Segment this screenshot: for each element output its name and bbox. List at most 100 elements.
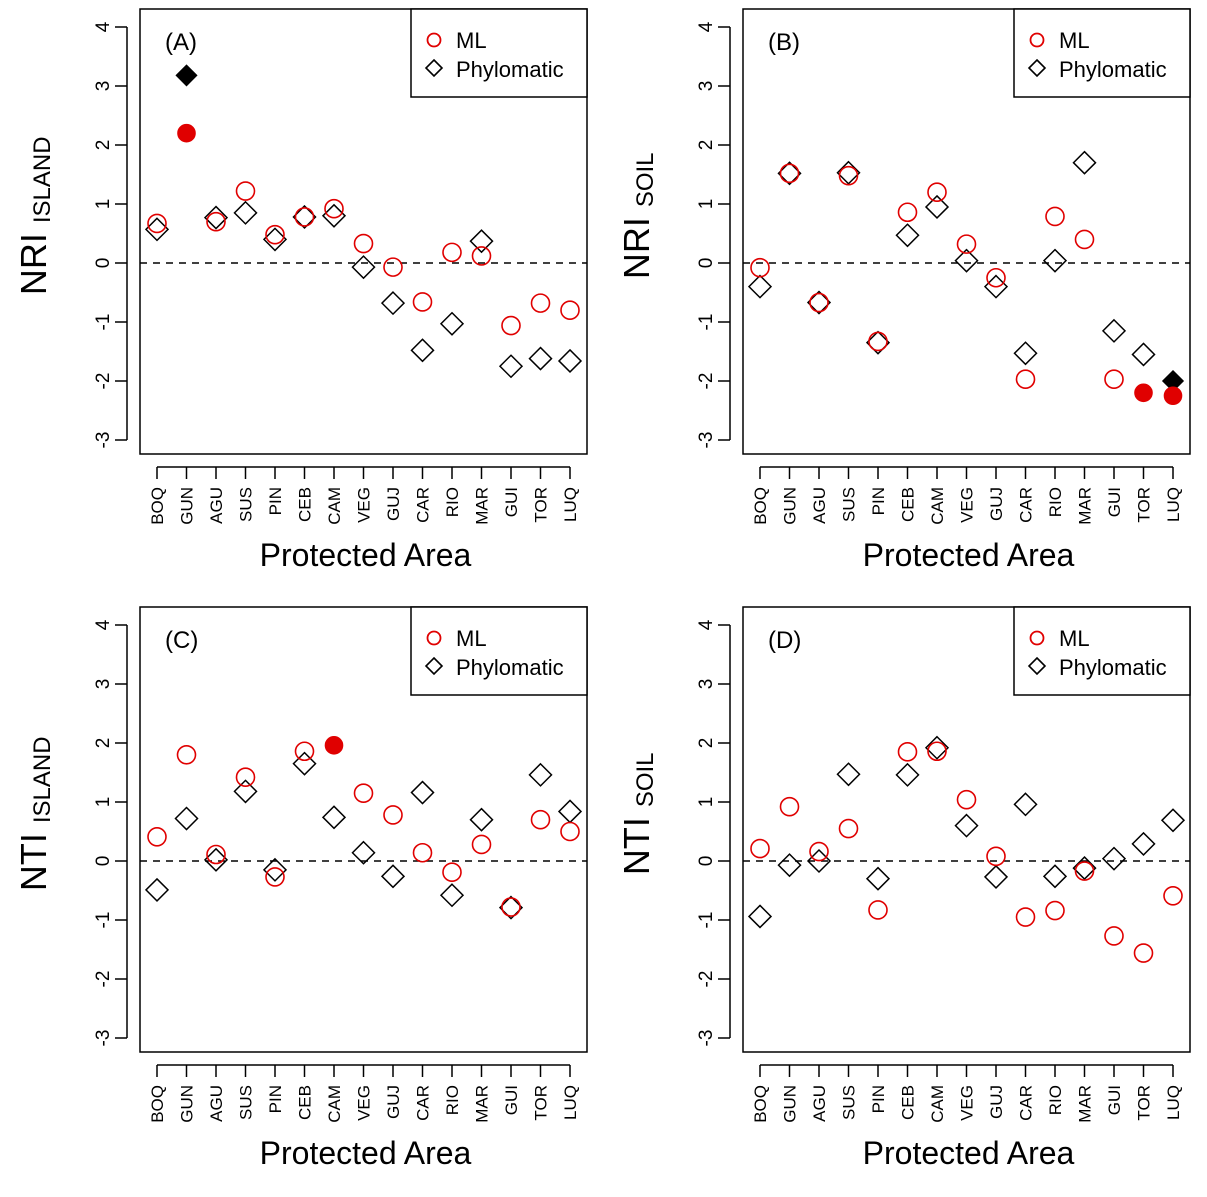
panel-d: -3 -2 -1 0 1 2 3 4 BOQ GUN AGU SUS PIN CEB CAM VEG GUJ CA… — [616, 606, 1191, 1171]
point-ml-rio — [1045, 900, 1065, 921]
y-tick-label: -2 — [93, 373, 114, 390]
point-ml-rio — [1045, 206, 1065, 227]
point-ml-guj — [986, 267, 1006, 288]
y-tick-label: 2 — [93, 140, 114, 151]
x-tick-label: BOQ — [751, 1085, 770, 1123]
y-tick-label: 1 — [696, 797, 717, 808]
legend-marker-ml — [1029, 32, 1045, 48]
legend-label-ml: ML — [1059, 28, 1090, 53]
y-tick-label: 4 — [93, 21, 114, 32]
point-phylomatic-tor — [1131, 342, 1156, 367]
x-tick-label: MAR — [1076, 487, 1095, 525]
point-phylomatic-rio — [1042, 864, 1068, 889]
point-phylomatic-gun — [777, 161, 802, 186]
legend-label-ml: ML — [1059, 626, 1090, 651]
point-phylomatic-gui — [1101, 846, 1127, 871]
point-phylomatic-boq — [747, 904, 773, 929]
point-ml-veg — [956, 234, 977, 254]
legend-marker-phylomatic — [424, 656, 444, 676]
x-tick-label: GUN — [781, 1085, 800, 1123]
plot-frame — [139, 606, 588, 1053]
point-ml-car — [1015, 369, 1036, 390]
point-phylomatic-cam — [924, 194, 950, 220]
point-ml-boq — [750, 838, 770, 859]
point-ml-sus — [838, 165, 859, 186]
legend-marker-phylomatic — [424, 58, 444, 78]
x-axis-title: Protected Area — [863, 1135, 1075, 1171]
x-axis-title: Protected Area — [863, 537, 1075, 573]
point-ml-gun — [176, 745, 197, 765]
y-tick-label: 3 — [696, 81, 717, 92]
y-tick-label: 1 — [696, 199, 717, 210]
point-ml-pin — [265, 224, 285, 245]
x-tick-label: CEB — [899, 487, 918, 522]
point-ml-boq — [750, 257, 770, 278]
point-phylomatic-veg — [954, 813, 979, 838]
point-phylomatic-gui — [498, 895, 524, 920]
point-phylomatic-luq — [557, 799, 583, 824]
x-tick-label: CAM — [325, 1085, 344, 1123]
y-axis-title-sub: SOIL — [632, 752, 659, 807]
x-tick-label: CAM — [928, 487, 947, 525]
point-ml-ceb — [897, 202, 918, 223]
point-phylomatic-mar — [1072, 856, 1097, 881]
y-axis-title-main: NTI — [616, 807, 657, 875]
point-ml-gun — [779, 163, 800, 184]
legend-marker-ml — [1029, 630, 1045, 646]
legend-label-phylomatic: Phylomatic — [456, 57, 564, 82]
x-tick-label: SUS — [237, 487, 256, 522]
panel-a: -3 -2 -1 0 1 2 3 4 BOQ GUN AGU SUS PIN CEB CAM VEG GUJ CA… — [13, 8, 588, 573]
legend-marker-phylomatic — [1027, 58, 1047, 78]
x-tick-label: MAR — [1076, 1085, 1095, 1123]
legend-box — [1013, 8, 1191, 98]
point-ml-ceb — [294, 207, 315, 227]
y-axis-title-main: NTI — [13, 823, 54, 891]
point-phylomatic-cam — [321, 805, 347, 830]
x-tick-label: VEG — [355, 1085, 374, 1121]
point-ml-mar — [471, 246, 492, 266]
point-ml-veg — [956, 789, 977, 810]
point-phylomatic-car — [410, 780, 435, 805]
point-ml-boq — [147, 213, 167, 234]
y-tick-label: 4 — [696, 619, 717, 630]
y-axis-title-sub: SOIL — [632, 152, 659, 207]
point-ml-gui — [1104, 926, 1124, 946]
point-phylomatic-gui — [498, 354, 524, 379]
point-ml-gui — [501, 315, 521, 336]
x-tick-label: SUS — [840, 487, 859, 522]
point-phylomatic-veg — [954, 248, 979, 273]
y-tick-label: 2 — [93, 738, 114, 749]
x-tick-label: RIO — [1046, 487, 1065, 517]
point-ml-agu — [206, 844, 226, 865]
point-phylomatic-boq — [747, 274, 773, 299]
legend-marker-phylomatic — [1027, 656, 1047, 676]
point-phylomatic-car — [410, 338, 435, 363]
x-tick-label: CEB — [296, 1085, 315, 1120]
x-tick-label: GUI — [1105, 487, 1124, 517]
panel-c: -3 -2 -1 0 1 2 3 4 BOQ GUN AGU SUS PIN CEB CAM VEG GUJ CA… — [13, 606, 588, 1171]
plot-frame — [139, 8, 588, 455]
x-tick-label: PIN — [266, 1085, 285, 1113]
legend-label-phylomatic: Phylomatic — [1059, 655, 1167, 680]
point-phylomatic-car — [1013, 341, 1038, 366]
point-ml-sus — [235, 767, 256, 788]
x-tick-label: AGU — [207, 1085, 226, 1122]
point-ml-car — [412, 842, 433, 863]
point-phylomatic-car — [1013, 792, 1038, 817]
x-tick-label: GUJ — [384, 1085, 403, 1119]
y-axis-title-sub: ISLAND — [29, 736, 56, 823]
x-tick-label: CAR — [1017, 487, 1036, 523]
point-phylomatic-guj — [983, 864, 1009, 889]
y-tick-label: 3 — [93, 679, 114, 690]
y-tick-label: -3 — [93, 432, 114, 449]
y-tick-label: 0 — [696, 856, 717, 867]
y-tick-label: 3 — [93, 81, 114, 92]
point-ml-rio — [442, 242, 462, 263]
point-phylomatic-cam — [924, 735, 950, 760]
point-phylomatic-cam — [321, 203, 347, 228]
x-tick-label: GUJ — [384, 487, 403, 521]
x-tick-label: CAR — [414, 487, 433, 523]
y-tick-label: 1 — [93, 797, 114, 808]
point-phylomatic-gun — [777, 853, 802, 878]
y-axis-title: NTI ISLAND — [13, 736, 56, 891]
